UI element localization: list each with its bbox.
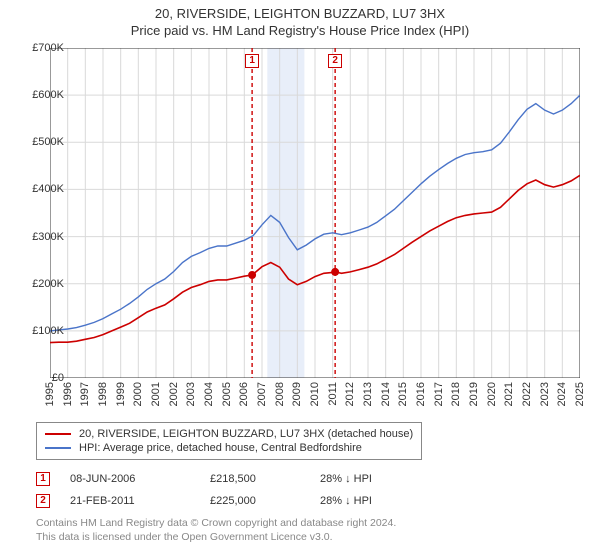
footer: Contains HM Land Registry data © Crown c… [36,516,396,544]
x-tick-label: 2020 [486,382,498,406]
legend-swatch [45,433,71,435]
x-tick-label: 2002 [168,382,180,406]
x-tick-label: 1996 [62,382,74,406]
transaction-delta: 28% ↓ HPI [320,473,430,485]
title-block: 20, RIVERSIDE, LEIGHTON BUZZARD, LU7 3HX… [0,0,600,38]
x-tick-label: 2013 [362,382,374,406]
x-tick-label: 2006 [238,382,250,406]
x-tick-label: 2024 [556,382,568,406]
x-tick-label: 2011 [327,382,339,406]
transaction-price: £218,500 [210,473,320,485]
transaction-delta: 28% ↓ HPI [320,495,430,507]
y-tick-label: £700K [18,42,64,54]
y-tick-label: £600K [18,89,64,101]
transaction-row: 1 08-JUN-2006 £218,500 28% ↓ HPI [36,468,430,490]
footer-licence: This data is licensed under the Open Gov… [36,530,396,544]
x-tick-label: 2025 [574,382,586,406]
x-tick-label: 2010 [309,382,321,406]
legend-label: 20, RIVERSIDE, LEIGHTON BUZZARD, LU7 3HX… [79,428,413,440]
chart-area [50,48,580,378]
x-tick-label: 2005 [221,382,233,406]
x-tick-label: 2014 [380,382,392,406]
x-tick-label: 1997 [79,382,91,406]
transaction-price: £225,000 [210,495,320,507]
x-tick-label: 2016 [415,382,427,406]
x-tick-label: 2017 [433,382,445,406]
title-subtitle: Price paid vs. HM Land Registry's House … [0,23,600,38]
transaction-date: 08-JUN-2006 [70,473,210,485]
transaction-table: 1 08-JUN-2006 £218,500 28% ↓ HPI 2 21-FE… [36,468,430,512]
x-tick-label: 2023 [539,382,551,406]
x-tick-label: 1999 [115,382,127,406]
chart-marker-badge: 2 [328,54,342,68]
x-tick-label: 2015 [397,382,409,406]
x-tick-label: 2001 [150,382,162,406]
x-tick-label: 2018 [450,382,462,406]
x-tick-label: 2004 [203,382,215,406]
x-tick-label: 2007 [256,382,268,406]
legend-swatch [45,447,71,449]
transaction-date: 21-FEB-2011 [70,495,210,507]
legend-label: HPI: Average price, detached house, Cent… [79,442,362,454]
x-tick-label: 2003 [185,382,197,406]
title-address: 20, RIVERSIDE, LEIGHTON BUZZARD, LU7 3HX [0,6,600,21]
x-tick-label: 2009 [291,382,303,406]
chart-svg [50,48,580,378]
y-tick-label: £0 [18,372,64,384]
x-tick-label: 2019 [468,382,480,406]
transaction-marker-badge: 2 [36,494,50,508]
x-tick-label: 2022 [521,382,533,406]
x-tick-label: 2000 [132,382,144,406]
chart-container: 20, RIVERSIDE, LEIGHTON BUZZARD, LU7 3HX… [0,0,600,560]
legend-item-subject: 20, RIVERSIDE, LEIGHTON BUZZARD, LU7 3HX… [45,427,413,441]
x-tick-label: 1998 [97,382,109,406]
transaction-marker-badge: 1 [36,472,50,486]
transaction-row: 2 21-FEB-2011 £225,000 28% ↓ HPI [36,490,430,512]
y-tick-label: £100K [18,325,64,337]
y-tick-label: £400K [18,183,64,195]
chart-marker-badge: 1 [245,54,259,68]
y-tick-label: £500K [18,136,64,148]
legend: 20, RIVERSIDE, LEIGHTON BUZZARD, LU7 3HX… [36,422,422,460]
x-tick-label: 2012 [344,382,356,406]
footer-copyright: Contains HM Land Registry data © Crown c… [36,516,396,530]
x-tick-label: 2008 [274,382,286,406]
legend-item-hpi: HPI: Average price, detached house, Cent… [45,441,413,455]
x-tick-label: 2021 [503,382,515,406]
y-tick-label: £200K [18,278,64,290]
x-tick-label: 1995 [44,382,56,406]
y-tick-label: £300K [18,231,64,243]
